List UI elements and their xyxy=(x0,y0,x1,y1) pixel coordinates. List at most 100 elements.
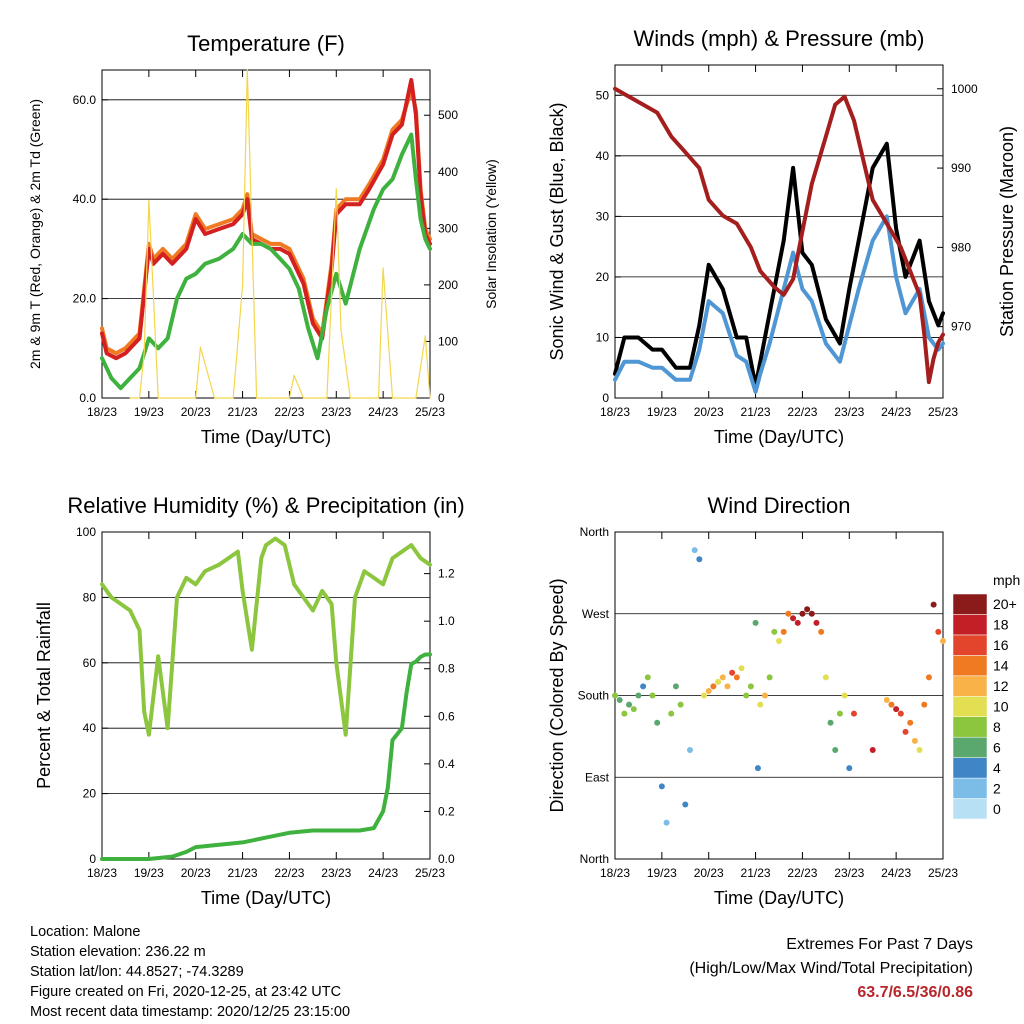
direction-point xyxy=(654,719,661,726)
colorbar-label: 6 xyxy=(993,739,1001,755)
direction-point xyxy=(626,701,633,708)
direction-point xyxy=(846,765,853,772)
direction-point xyxy=(738,665,745,672)
series-line-3 xyxy=(613,86,945,385)
direction-point xyxy=(804,606,811,613)
direction-point xyxy=(677,701,684,708)
colorbar-swatch xyxy=(952,593,988,615)
extremes-box: Extremes For Past 7 Days (High/Low/Max W… xyxy=(689,933,973,1005)
direction-point xyxy=(691,547,698,554)
direction-point xyxy=(658,783,665,790)
y-tick-label: 40.0 xyxy=(73,192,97,206)
x-tick-label: 24/23 xyxy=(368,866,398,880)
y-axis-label: 2m & 9m T (Red, Orange) & 2m Td (Green) xyxy=(27,99,43,369)
x-tick-label: 21/23 xyxy=(228,866,258,880)
y-axis-label: Direction (Colored By Speed) xyxy=(547,578,567,812)
x-tick-label: 24/23 xyxy=(368,405,398,419)
y-tick-label: 10 xyxy=(596,330,610,344)
y2-tick-label: 0.4 xyxy=(438,757,455,771)
y-tick-label: 40 xyxy=(596,149,610,163)
y2-tick-label: 1000 xyxy=(951,82,978,96)
direction-point xyxy=(621,710,628,717)
x-tick-label: 21/23 xyxy=(741,405,771,419)
x-tick-label: 23/23 xyxy=(834,405,864,419)
chart-panel-1: 0.0 20.0 40.0 60.0 0 100 200 300 400 500 18/23 19/2… xyxy=(27,31,499,447)
info-latlon: Station lat/lon: 44.8527; -74.3289 xyxy=(30,964,244,980)
x-axis-label: Time (Day/UTC) xyxy=(714,427,844,447)
x-tick-label: 19/23 xyxy=(134,866,164,880)
x-tick-label: 18/23 xyxy=(87,866,117,880)
y2-tick-label: 990 xyxy=(951,161,971,175)
direction-point xyxy=(771,628,778,635)
chart-title: Relative Humidity (%) & Precipitation (i… xyxy=(67,493,464,518)
y-tick-label: 20 xyxy=(83,787,97,801)
colorbar-swatch xyxy=(952,696,988,717)
direction-point xyxy=(911,737,918,744)
direction-point xyxy=(893,706,900,713)
direction-point xyxy=(832,747,839,753)
chart-panel-3: 0 20 40 60 80 100 0.0 0.2 0.4 0.6 0.8 1.0 1.2 18/23 19… xyxy=(34,493,465,908)
direction-point xyxy=(705,687,712,694)
x-tick-label: 25/23 xyxy=(415,405,445,419)
plot-frame xyxy=(614,64,944,399)
x-tick-label: 23/23 xyxy=(321,866,351,880)
direction-point xyxy=(818,628,825,635)
colorbar-swatch xyxy=(952,655,988,677)
info-created: Figure created on Fri, 2020-12-25, at 23… xyxy=(30,984,342,1000)
y-tick-label: 20.0 xyxy=(73,292,97,306)
y-axis-label: Percent & Total Rainfall xyxy=(34,602,54,789)
y2-tick-label: 970 xyxy=(951,320,971,334)
y2-tick-label: 0.8 xyxy=(438,662,455,676)
direction-point xyxy=(799,610,806,617)
y2-tick-label: 200 xyxy=(438,278,458,292)
y-tick-label: 40 xyxy=(83,721,97,735)
colorbar-label: 14 xyxy=(993,658,1009,674)
y-tick-label: North xyxy=(580,525,609,539)
direction-point xyxy=(649,692,656,699)
x-tick-label: 20/23 xyxy=(181,405,211,419)
series-line-2 xyxy=(100,652,432,861)
direction-point xyxy=(612,692,618,699)
direction-point xyxy=(733,674,740,681)
chart-title: Wind Direction xyxy=(707,493,850,518)
x-axis-label: Time (Day/UTC) xyxy=(201,888,331,908)
direction-point xyxy=(696,556,703,563)
direction-point xyxy=(635,692,642,699)
direction-point xyxy=(710,683,717,690)
direction-point xyxy=(808,610,815,617)
direction-point xyxy=(916,747,923,753)
y-tick-label: 20 xyxy=(596,270,610,284)
direction-point xyxy=(640,683,647,690)
direction-point xyxy=(715,678,722,685)
x-tick-label: 22/23 xyxy=(274,405,304,419)
y-tick-label: West xyxy=(582,607,610,621)
direction-point xyxy=(719,674,726,681)
series-line-1 xyxy=(100,87,432,356)
x-tick-label: 20/23 xyxy=(694,866,724,880)
direction-point xyxy=(925,674,932,681)
direction-point xyxy=(630,706,637,713)
y-tick-label: 50 xyxy=(596,88,610,102)
direction-point xyxy=(644,674,651,681)
direction-point xyxy=(897,710,904,717)
y-tick-label: 60 xyxy=(83,656,97,670)
direction-point xyxy=(761,692,768,699)
direction-point xyxy=(827,719,834,726)
y2-tick-label: 400 xyxy=(438,165,458,179)
chart-title: Winds (mph) & Pressure (mb) xyxy=(634,26,925,51)
direction-point xyxy=(888,701,895,708)
direction-point xyxy=(668,710,675,717)
y2-tick-label: 0 xyxy=(438,391,445,405)
direction-point xyxy=(729,669,736,676)
colorbar-label: 16 xyxy=(993,637,1009,653)
direction-point xyxy=(682,801,689,808)
direction-point xyxy=(794,619,801,626)
direction-point xyxy=(850,710,857,717)
colorbar-label: 20+ xyxy=(993,596,1017,612)
direction-point xyxy=(757,701,764,708)
x-tick-label: 22/23 xyxy=(787,866,817,880)
direction-point xyxy=(907,719,914,726)
direction-point xyxy=(785,610,792,617)
y-tick-label: East xyxy=(585,770,610,784)
